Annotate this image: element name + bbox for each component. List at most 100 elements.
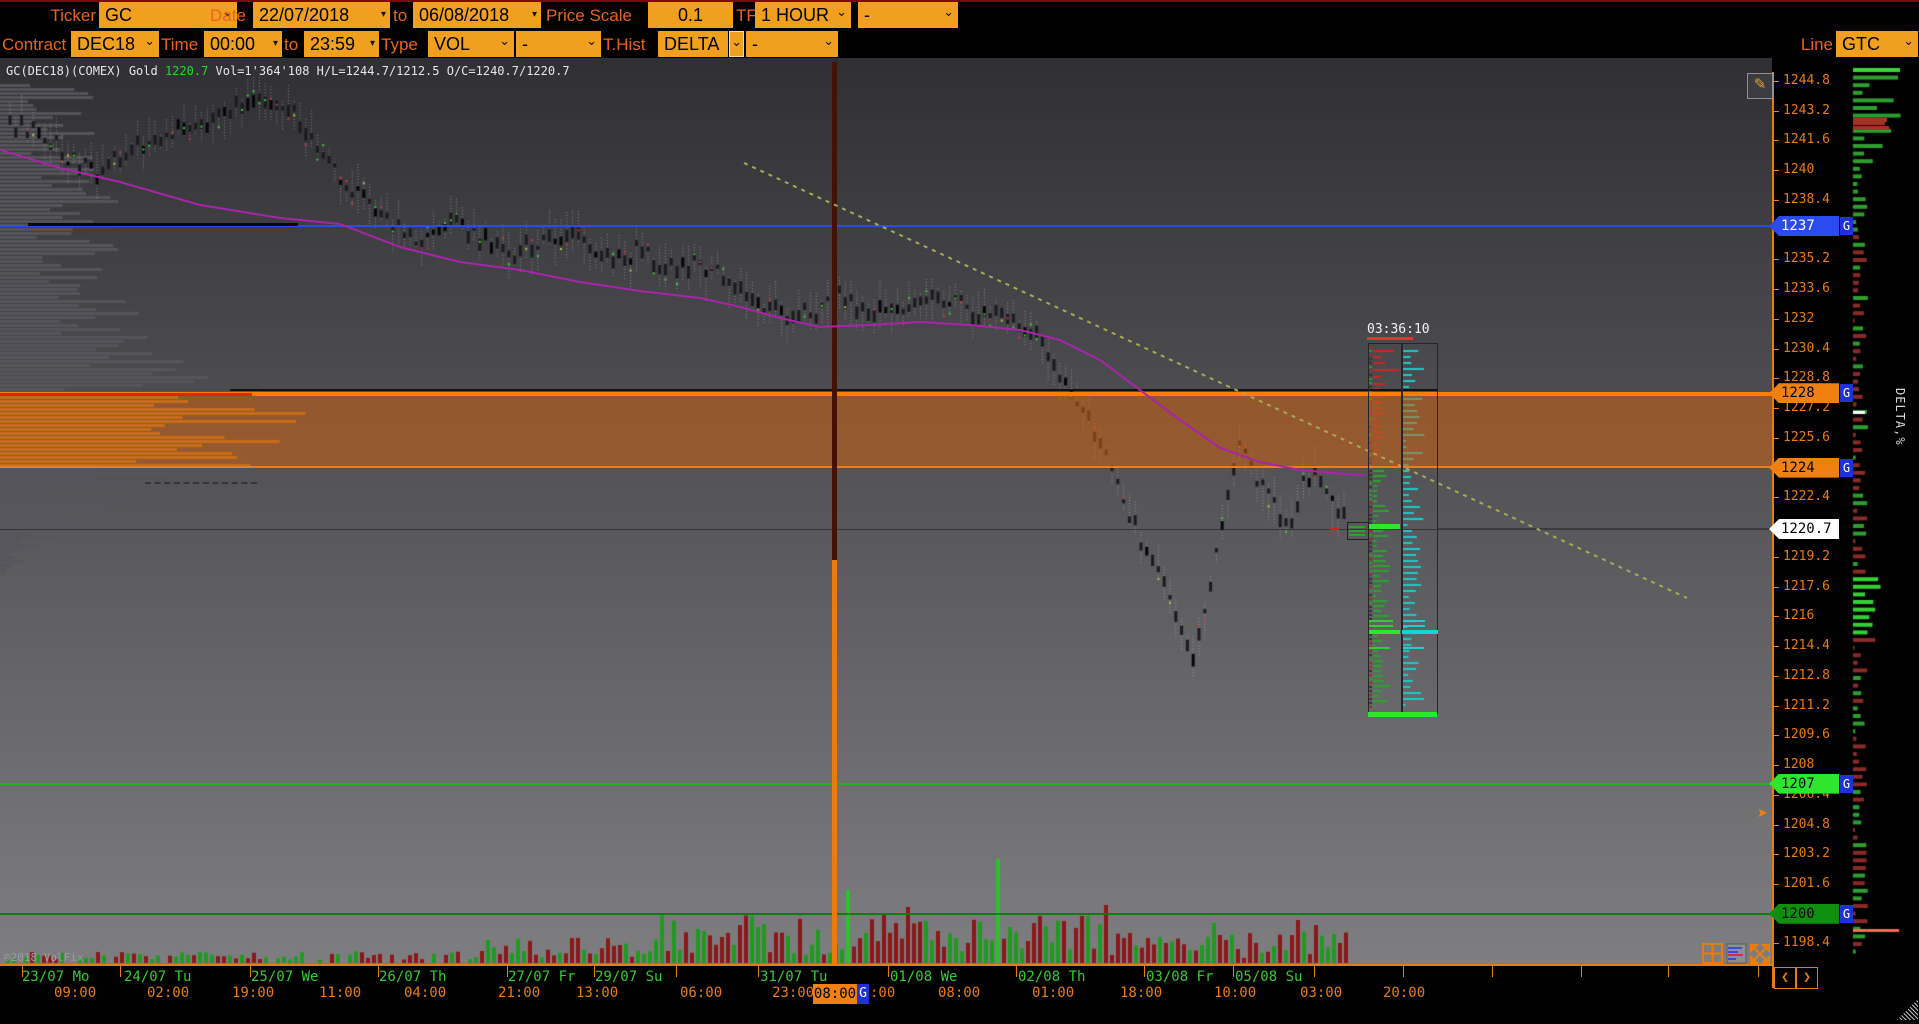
price-tick [1772, 646, 1779, 648]
price-tick [1772, 81, 1779, 82]
gtc-order-badge: G [1840, 774, 1853, 793]
day-tick [1233, 965, 1234, 977]
red-line-segment [0, 393, 252, 396]
cyan-line [1403, 625, 1425, 627]
band-bottom-border [0, 466, 1772, 468]
price-tick-label: 1211.2 [1783, 697, 1830, 713]
price-tick-label: 1235.2 [1783, 251, 1830, 267]
price-marker-1200[interactable]: 1200 G [1769, 903, 1853, 924]
gray-dashed-segment [145, 482, 257, 484]
price-tick [1772, 289, 1779, 291]
price-tick-label: 1241.6 [1783, 132, 1830, 148]
time-label: 08:00 [938, 985, 981, 1001]
price-marker-1207[interactable]: 1207 G [1769, 773, 1853, 794]
green-line [1369, 625, 1393, 627]
price-marker-tag: 1220.7 [1769, 518, 1839, 539]
time-label: 02:00 [147, 985, 190, 1001]
price-marker-1237[interactable]: 1237 G [1769, 215, 1853, 236]
gtc-order-badge: G [1840, 216, 1853, 235]
date-label: 23/07 Mo [22, 969, 90, 985]
date-label: 03/08 Fr [1146, 969, 1214, 985]
cyan-line [1403, 620, 1425, 622]
pencil-icon: ✎ [1753, 76, 1767, 93]
date-label: 26/07 Th [379, 969, 447, 985]
green-line [1349, 526, 1365, 528]
time-label: 11:00 [319, 985, 362, 1001]
cyan-thick-line [1402, 630, 1438, 634]
green-level-line-1200[interactable] [0, 913, 1772, 915]
green-line [1349, 530, 1365, 532]
day-tick [1403, 965, 1404, 977]
band-top-border [0, 392, 1772, 396]
price-tick-label: 1212.8 [1783, 667, 1830, 683]
draw-tool-button[interactable]: ✎ [1747, 73, 1773, 99]
scroll-right-button[interactable]: ❯ [1796, 967, 1818, 989]
price-tick [1772, 199, 1779, 201]
price-tick-label: 1216 [1783, 608, 1815, 624]
day-tick [378, 965, 379, 977]
date-label: 31/07 Tu [760, 969, 828, 985]
price-marker-1224[interactable]: 1224 G [1769, 457, 1853, 478]
price-tick-label: 1244.8 [1783, 73, 1830, 88]
price-tick-label: 1228.8 [1783, 370, 1830, 386]
price-tick [1772, 318, 1779, 320]
time-label: 20:00 [1383, 985, 1426, 1001]
price-tick [1772, 140, 1779, 142]
time-label: 06:00 [680, 985, 723, 1001]
time-label: 04:00 [404, 985, 447, 1001]
day-tick [22, 965, 23, 977]
price-tick [1772, 556, 1779, 558]
occluded-time-label: :00 [870, 985, 896, 1001]
gtc-order-badge: G [1840, 458, 1853, 477]
highlighted-session-time: 08:00 [813, 984, 857, 1004]
countdown-underline [1367, 337, 1413, 340]
histogram-panel-icon[interactable] [1726, 943, 1747, 964]
orange-zone-band[interactable] [0, 395, 1772, 467]
day-tick [1492, 965, 1493, 977]
green-level-line-1207[interactable] [0, 783, 1772, 785]
price-tick-label: 1217.6 [1783, 578, 1830, 594]
price-marker-tag: 1224 [1769, 457, 1839, 478]
green-line [1369, 620, 1393, 622]
grid-layout-icon[interactable] [1702, 943, 1723, 964]
day-tick [1668, 965, 1669, 977]
time-label: 13:00 [576, 985, 619, 1001]
date-label: 05/08 Su [1235, 969, 1303, 985]
copyright-watermark: ©2018 VolFix [4, 951, 84, 964]
gtc-order-badge: G [1840, 384, 1853, 403]
price-tick [1772, 884, 1779, 885]
price-tick [1772, 259, 1779, 261]
time-label: 09:00 [54, 985, 97, 1001]
price-tick-label: 1240 [1783, 162, 1815, 178]
green-line [1349, 534, 1365, 536]
price-tick [1772, 735, 1779, 737]
price-tick-label: 1203.2 [1783, 846, 1830, 862]
date-label: 02/08 Th [1018, 969, 1086, 985]
price-tick [1772, 765, 1779, 767]
price-tick-label: 1233.6 [1783, 281, 1830, 297]
poc-green-bar [1369, 524, 1400, 529]
date-label: 29/07 Su [595, 969, 663, 985]
red-dash [1330, 528, 1339, 530]
price-tick-label: 1222.4 [1783, 489, 1830, 505]
chart-mini-toolbar [1702, 943, 1770, 964]
price-tick [1772, 824, 1779, 826]
price-tick [1772, 497, 1779, 499]
price-tick-label: 1243.2 [1783, 102, 1830, 118]
price-marker-1228[interactable]: 1228 G [1769, 383, 1853, 404]
expand-arrows-icon[interactable] [1750, 944, 1770, 964]
price-tick [1772, 794, 1779, 796]
date-label: 25/07 We [251, 969, 319, 985]
price-tick [1772, 437, 1779, 439]
price-tick-label: 1225.6 [1783, 429, 1830, 445]
time-label: 10:00 [1214, 985, 1257, 1001]
price-tick-label: 1230.4 [1783, 340, 1830, 356]
date-label: 24/07 Tu [124, 969, 192, 985]
day-tick [1581, 965, 1582, 977]
price-tick [1772, 616, 1779, 618]
price-tick-label: 1214.4 [1783, 638, 1830, 654]
scroll-left-button[interactable]: ❮ [1774, 967, 1796, 989]
price-tick-label: 1204.8 [1783, 816, 1830, 832]
time-label: 03:00 [1300, 985, 1343, 1001]
price-marker-1220.7[interactable]: 1220.7 [1769, 518, 1839, 539]
